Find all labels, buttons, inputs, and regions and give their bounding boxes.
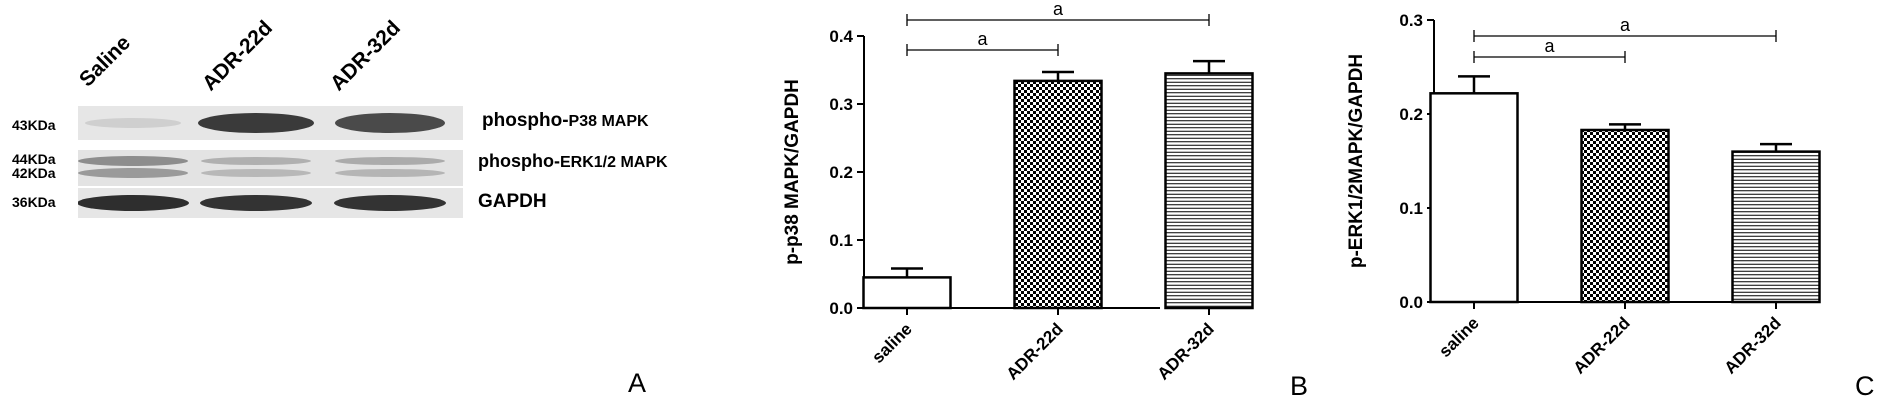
y-axis-label: p-ERK1/2MAPK/GAPDH	[1346, 54, 1367, 268]
x-tick-label: ADR-32d	[1154, 319, 1218, 383]
x-tick-label: saline	[1435, 313, 1483, 361]
panel-letter: C	[1855, 371, 1875, 401]
y-tick-label: 0.0	[829, 299, 853, 318]
protein-prefix: phospho-	[478, 151, 560, 171]
y-tick-label: 0.1	[1399, 199, 1423, 218]
protein-label-erk: phospho-ERK1/2 MAPK	[478, 151, 668, 172]
blot-strip-erk	[78, 150, 463, 186]
protein-main: ERK1/2 MAPK	[559, 154, 668, 171]
protein-label-gapdh: GAPDH	[478, 191, 547, 212]
bar-adr-32d	[1164, 72, 1254, 310]
bar-saline	[862, 276, 952, 310]
kda-label-gapdh: 36KDa	[12, 194, 56, 210]
y-tick-label: 0.3	[1399, 11, 1423, 30]
significance-label: a	[1620, 15, 1631, 35]
lane-label-adr-22d: ADR-22d	[198, 16, 278, 96]
y-tick-label: 0.3	[829, 95, 853, 114]
x-tick-label: saline	[868, 319, 916, 367]
chart-c-erk: 0.0 0.1 0.2 0.3 p-ERK1/2MAPK/GAPDH saline ADR-…	[1346, 11, 1875, 401]
lane-label-adr-32d: ADR-32d	[326, 16, 406, 96]
significance-label: a	[1544, 36, 1555, 56]
chart-b-p38: 0.0 0.1 0.2 0.3 0.4 p-p38 MAPK/GAPDH saline ADR…	[782, 0, 1308, 401]
y-tick-label: 0.4	[829, 27, 853, 46]
x-tick-label: ADR-22d	[1003, 319, 1067, 383]
y-tick-label: 0.2	[829, 163, 853, 182]
panel-letter-a: A	[628, 368, 647, 398]
bar-adr-22d	[1580, 128, 1670, 304]
x-tick-label: ADR-22d	[1570, 313, 1634, 377]
panel-a-western-blot: Saline ADR-22d ADR-32d 43KDa 44KDa 42KDa…	[0, 0, 760, 415]
kda-label-erk-42: 42KDa	[12, 165, 56, 181]
protein-label-p38: phospho-P38 MAPK	[482, 110, 649, 132]
protein-main: P38 MAPK	[568, 113, 649, 130]
significance-label: a	[977, 29, 988, 49]
blot-strip-gapdh	[78, 188, 463, 218]
kda-label-erk-44: 44KDa	[12, 151, 56, 167]
protein-prefix: phospho-	[482, 110, 569, 131]
y-tick-label: 0.0	[1399, 293, 1423, 312]
blot-strip-p38	[78, 106, 463, 140]
x-tick-label: ADR-32d	[1721, 313, 1785, 377]
bar-adr-32d	[1731, 150, 1821, 304]
y-tick-label: 0.1	[829, 231, 853, 250]
significance-label: a	[1053, 0, 1064, 19]
lane-label-saline: Saline	[75, 31, 136, 92]
panel-letter: B	[1290, 371, 1308, 401]
y-tick-label: 0.2	[1399, 105, 1423, 124]
bar-saline	[1429, 92, 1519, 304]
bar-adr-22d	[1013, 79, 1103, 310]
kda-label-p38: 43KDa	[12, 117, 56, 133]
y-axis-label: p-p38 MAPK/GAPDH	[782, 79, 803, 265]
